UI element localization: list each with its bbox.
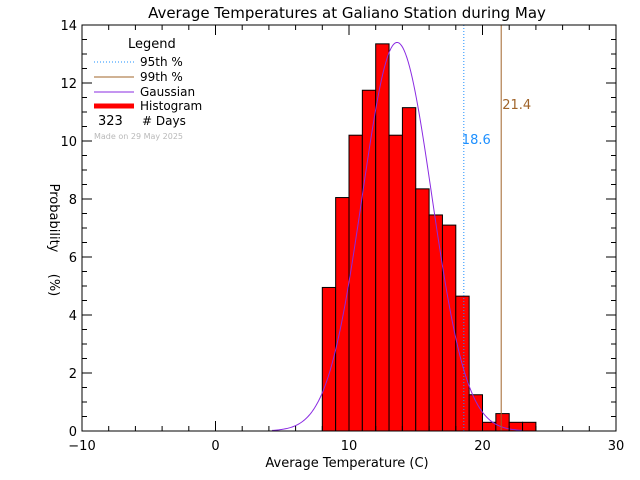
y-tick-label: 10: [60, 135, 77, 150]
histogram-bar-8: [428, 214, 443, 432]
y-axis-label-probability: Probability: [46, 184, 61, 253]
percentile-99-label: 21.4: [502, 98, 531, 113]
x-tick-label: 30: [608, 439, 625, 454]
legend-title: Legend: [128, 37, 176, 52]
percentile-95-label: 18.6: [462, 133, 491, 148]
y-tick-label: 14: [60, 19, 77, 34]
histogram-bar-3: [361, 89, 377, 432]
histogram-bar-5: [388, 134, 403, 432]
histogram-bar-1: [335, 197, 350, 432]
histogram-bar-15: [522, 421, 537, 432]
y-tick-label: 2: [69, 367, 77, 382]
legend-entry-histogram: Histogram: [140, 99, 202, 113]
y-tick-label: 0: [69, 425, 77, 440]
legend: Legend 95th % 99th % Gaussian Histogram …: [94, 37, 202, 141]
x-tick-label: 10: [341, 439, 358, 454]
histogram-bar-6: [401, 107, 417, 432]
x-tick-label: −10: [68, 439, 95, 454]
y-tick-label: 6: [69, 251, 77, 266]
y-tick-label: 4: [69, 309, 77, 324]
chart-title: Average Temperatures at Galiano Station …: [148, 4, 546, 22]
x-tick-label: 0: [211, 439, 219, 454]
x-axis-label: Average Temperature (C): [265, 456, 428, 471]
legend-entry-95th: 95th %: [140, 55, 183, 69]
y-axis-label-percent: (%): [46, 274, 61, 297]
made-on-note: Made on 29 May 2025: [94, 132, 183, 141]
gaussian-curve: [272, 41, 522, 431]
days-count: 323: [98, 114, 123, 129]
histogram-bar-7: [415, 188, 430, 432]
y-tick-label: 8: [69, 193, 77, 208]
legend-entry-99th: 99th %: [140, 70, 183, 84]
y-tick-label: 12: [60, 77, 77, 92]
histogram-bar-2: [348, 134, 363, 432]
legend-entry-gaussian: Gaussian: [140, 85, 195, 99]
days-label: # Days: [142, 114, 186, 128]
histogram-bar-11: [468, 394, 483, 432]
histogram-bars: [321, 43, 537, 432]
histogram-bar-4: [375, 43, 390, 432]
x-tick-label: 20: [474, 439, 491, 454]
